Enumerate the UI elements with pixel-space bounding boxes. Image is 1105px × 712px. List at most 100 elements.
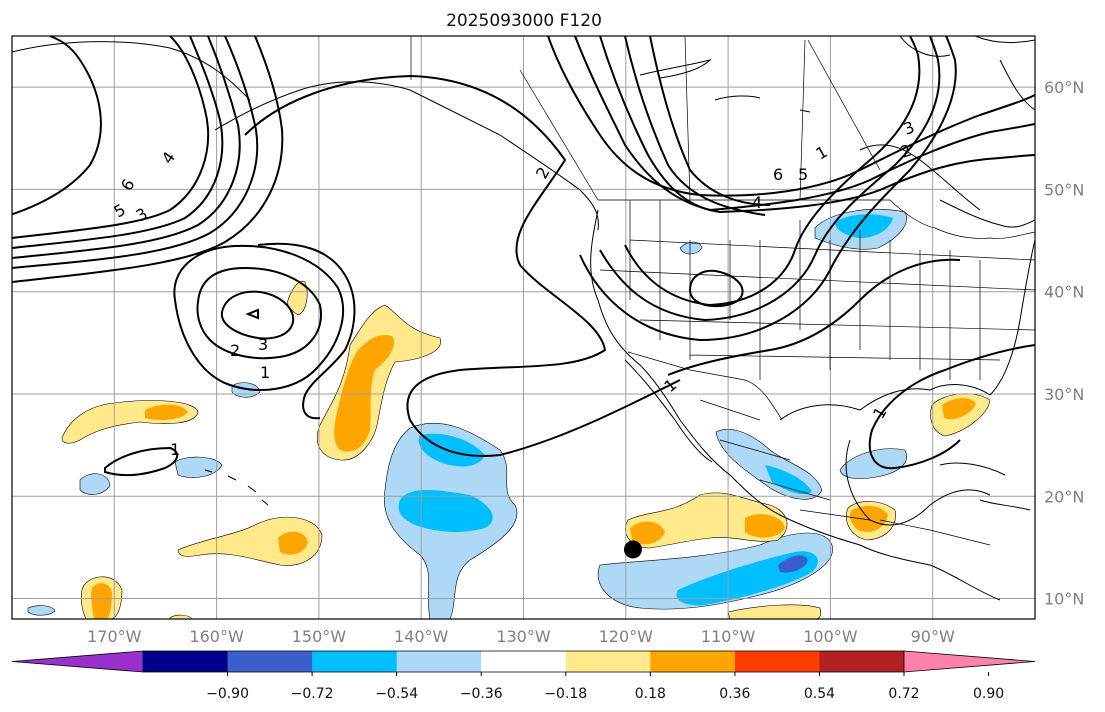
coastline-eastcoast [939, 199, 1035, 396]
colorbar-tick-label: 0.18 [635, 686, 666, 702]
contour-line [12, 36, 210, 239]
contour-line [173, 244, 345, 391]
positive-anomaly-core [745, 514, 785, 538]
colorbar-segment [396, 651, 482, 672]
colorbar-segment [650, 651, 736, 672]
contour-line [12, 36, 102, 216]
contour-line [579, 36, 957, 342]
coastline-westcoast [590, 209, 1001, 601]
border-mexico-states [699, 399, 991, 546]
contour-line [196, 266, 322, 360]
colorbar-tick-label: −0.72 [291, 686, 334, 702]
border-canada-provinces [519, 36, 881, 201]
positive-anomaly-area [169, 614, 193, 619]
contour-label: 1 [170, 440, 180, 459]
map-frame [11, 35, 1036, 620]
positive-anomaly-area [625, 492, 788, 549]
negative-anomaly-area [597, 532, 833, 610]
longitude-labels: 170°W 160°W 150°W 140°W 130°W 120°W 110°W 100°W… [87, 627, 955, 646]
colorbar-tick-label: 0.36 [719, 686, 750, 702]
contour-label: 4 [752, 193, 762, 212]
contour-line [12, 36, 284, 283]
map-area: 6 5 4 3 2 1 1 2 3 4 5 6 1 1 3 2 1 [12, 36, 1035, 619]
colorbar-tick-label: −0.54 [375, 686, 418, 702]
contour-line [547, 36, 1035, 197]
coastline-hudson [859, 36, 1035, 211]
positive-anomaly-core [630, 521, 665, 545]
longitude-tick-label: 150°W [292, 627, 347, 646]
longitude-tick-label: 160°W [189, 627, 244, 646]
coastline-caribbean [939, 462, 1031, 511]
longitude-tick-label: 100°W [803, 627, 858, 646]
contour-line [12, 36, 259, 269]
colorbar-segment [143, 651, 229, 672]
contour-line [868, 344, 1035, 470]
border-us-canada [598, 199, 1035, 239]
contour-line [220, 290, 295, 340]
colorbar-extend-low [11, 650, 144, 673]
coastline-baja [624, 359, 713, 463]
contour-line [667, 258, 961, 376]
contour-line [12, 36, 241, 259]
negative-anomaly-core [398, 490, 493, 532]
gridlines [12, 36, 1035, 619]
latitude-tick-label: 50°N [1044, 180, 1084, 199]
positive-anomaly-core [278, 531, 308, 555]
positive-anomaly-core [334, 334, 395, 452]
contour-line [244, 74, 681, 457]
contour-line [649, 36, 771, 206]
positive-anomaly-core [942, 398, 976, 420]
colorbar-segment [481, 651, 567, 672]
contour-line [688, 270, 744, 308]
colorbar-segment [734, 651, 820, 672]
coastline-alaska [12, 41, 599, 231]
negative-anomaly-area [27, 605, 56, 616]
border-us-mexico [627, 351, 783, 421]
contour-line [624, 36, 766, 216]
colorbar-tick-label: −0.36 [460, 686, 503, 702]
figure-title: 2025093000 F120 [446, 11, 602, 31]
coastlines [12, 36, 1035, 601]
coastline-arctic-islands [639, 36, 1035, 113]
contour-label: 6 [773, 165, 783, 184]
shaded-field [27, 209, 991, 619]
colorbar-tick-label: 0.72 [888, 686, 919, 702]
border-us-states [599, 200, 1035, 380]
latitude-labels: 60°N 50°N 40°N 30°N 20°N 10°N [1044, 78, 1084, 608]
colorbar [11, 650, 1036, 673]
negative-anomaly-core [418, 433, 485, 467]
latitude-tick-label: 60°N [1044, 78, 1084, 97]
colorbar-segment [227, 651, 313, 672]
colorbar-tick-labels: −0.90 −0.72 −0.54 −0.36 −0.18 0.18 0.36 0.54 0.7… [206, 672, 1004, 702]
negative-anomaly-area [174, 456, 223, 478]
colorbar-segment [312, 651, 398, 672]
contour-line [257, 242, 356, 420]
contour-line [245, 308, 259, 320]
colorbar-segment [819, 651, 905, 672]
longitude-tick-label: 90°W [911, 627, 955, 646]
contours [12, 36, 1035, 477]
positive-anomaly-core [145, 404, 188, 420]
longitude-tick-label: 170°W [87, 627, 142, 646]
latitude-tick-label: 20°N [1044, 487, 1084, 506]
contour-label: 1 [260, 363, 270, 382]
colorbar-outline [143, 650, 904, 673]
coastline-gulf [779, 384, 991, 526]
colorbar-segment [565, 651, 651, 672]
colorbar-tick-label: −0.18 [544, 686, 587, 702]
longitude-tick-label: 130°W [496, 627, 551, 646]
contour-label: 5 [798, 165, 808, 184]
colorbar-tick-label: 0.90 [973, 686, 1004, 702]
contour-line [599, 36, 1035, 214]
positive-anomaly-core [91, 583, 112, 619]
contour-line [624, 36, 921, 307]
latitude-tick-label: 10°N [1044, 590, 1084, 609]
contour-line [12, 36, 224, 249]
longitude-tick-label: 120°W [599, 627, 654, 646]
negative-anomaly-area [79, 473, 111, 495]
contour-line [599, 36, 941, 322]
location-marker [623, 540, 642, 559]
contour-line [104, 446, 179, 477]
negative-anomaly-core [765, 465, 812, 495]
